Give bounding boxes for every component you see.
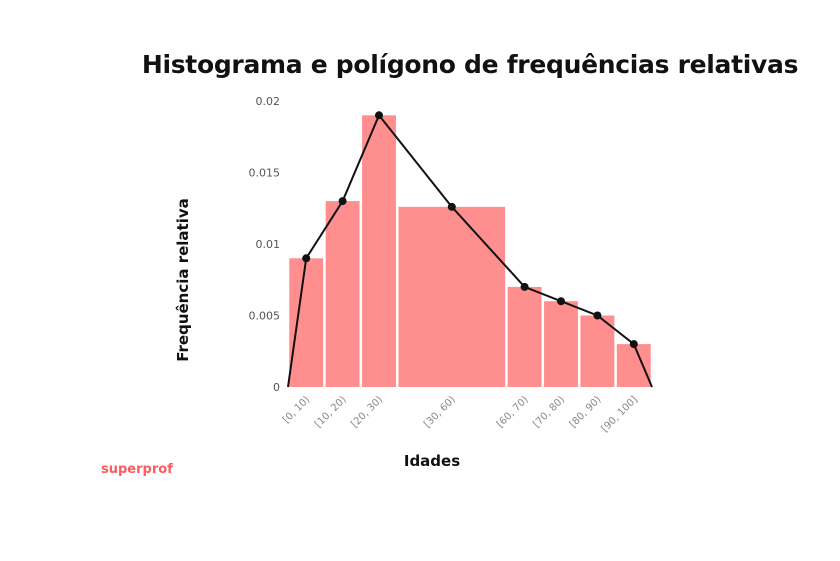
bar-3	[398, 206, 506, 387]
bar-2	[362, 115, 396, 388]
y-tick-label-4: 0.02	[256, 95, 281, 108]
polygon-point-2	[338, 197, 347, 206]
bar-0	[289, 258, 324, 387]
polygon-group	[287, 111, 653, 388]
x-tick-labels: [0, 10) [10, 20) [20, 30) [30, 60) [60, 70)[…	[281, 394, 640, 434]
polygon-point-3	[375, 111, 383, 120]
x-tick-label-5: [70, 80)	[531, 394, 567, 430]
superprof-logo: superprof	[101, 462, 173, 477]
bar-7	[616, 344, 651, 387]
y-tick-labels: 0 0.005 0.01 0.015 0.02	[249, 95, 281, 394]
polygon-point-4	[447, 202, 456, 211]
y-tick-label-1: 0.005	[249, 310, 281, 323]
bar-5	[544, 301, 578, 387]
x-tick-label-4: [60, 70)	[495, 394, 531, 430]
bar-4	[507, 286, 542, 387]
x-tick-label-1: [10, 20)	[313, 394, 349, 430]
bars-group	[289, 115, 651, 388]
y-tick-label-2: 0.01	[256, 238, 281, 251]
y-tick-label-0: 0	[273, 381, 280, 394]
polygon-point-1	[302, 254, 311, 263]
x-tick-label-2: [20, 30)	[349, 394, 385, 430]
polygon-point-6	[557, 297, 565, 306]
bar-6	[580, 315, 615, 387]
x-tick-label-0: [0, 10)	[281, 394, 312, 425]
chart-title: Histograma e polígono de frequências rel…	[141, 50, 799, 79]
frequency-polygon-line	[287, 113, 653, 388]
polygon-point-8	[629, 340, 638, 349]
x-tick-label-6: [80, 90)	[568, 394, 604, 430]
polygon-point-5	[520, 282, 529, 291]
bar-1	[325, 201, 360, 387]
y-tick-label-3: 0.015	[249, 167, 281, 180]
x-axis-label: Idades	[403, 452, 461, 470]
x-tick-label-7: [90, 100]	[600, 394, 640, 434]
x-tick-label-3: [30, 60)	[422, 394, 458, 430]
polygon-point-7	[593, 311, 602, 320]
